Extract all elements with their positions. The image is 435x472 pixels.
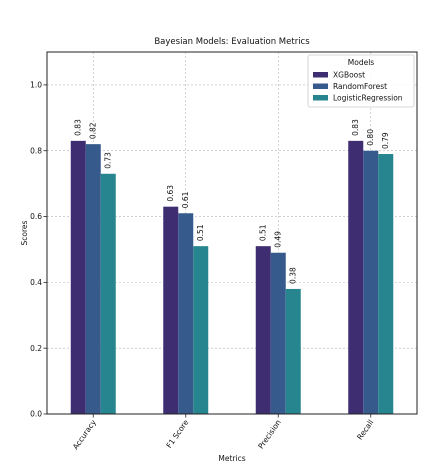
legend-swatch-1 (313, 83, 328, 89)
x-axis-label: Metrics (218, 454, 245, 463)
chart-title: Bayesian Models: Evaluation Metrics (154, 37, 310, 47)
bar-0-0 (70, 140, 86, 414)
bar-0-1 (163, 206, 179, 414)
y-tick-label-5: 1.0 (30, 81, 42, 90)
y-axis-ticks: 0.0 0.2 0.4 0.6 0.8 1.0 (30, 81, 47, 419)
bar-1-1 (178, 213, 194, 414)
bar-1-3 (363, 150, 379, 414)
value-label-2-0: 0.73 (104, 152, 113, 169)
y-tick-label-2: 0.4 (30, 278, 42, 287)
value-label-0-3: 0.83 (351, 119, 360, 136)
y-tick-label-4: 0.8 (30, 146, 42, 155)
value-label-0-1: 0.63 (166, 185, 175, 202)
value-labels: 0.83 0.63 0.51 0.83 0.82 0.61 0.49 0.80 0.73 0.51… (74, 119, 391, 284)
legend-swatch-2 (313, 95, 328, 101)
y-tick-label-1: 0.2 (30, 344, 42, 353)
bar-2-2 (285, 288, 301, 414)
legend: Models XGBoost RandomForest LogisticRegres… (307, 54, 415, 108)
value-label-2-3: 0.79 (381, 132, 390, 149)
legend-box (307, 54, 415, 108)
bar-2-1 (193, 246, 209, 414)
value-label-2-1: 0.51 (196, 224, 205, 241)
legend-label-0: XGBoost (333, 71, 365, 80)
value-label-1-2: 0.49 (274, 231, 283, 248)
y-tick-label-3: 0.6 (30, 212, 42, 221)
bar-1-0 (85, 144, 101, 415)
plot-frame (46, 51, 418, 415)
bar-1-2 (270, 252, 286, 414)
bar-2-3 (378, 154, 394, 414)
value-label-1-3: 0.80 (366, 129, 375, 146)
bar-0-2 (255, 246, 271, 414)
y-axis-label: Scores (20, 220, 29, 245)
value-label-1-0: 0.82 (89, 122, 98, 139)
y-tick-label-0: 0.0 (30, 410, 42, 419)
value-label-1-1: 0.61 (181, 191, 190, 208)
legend-swatch-0 (313, 72, 328, 78)
legend-title: Models (348, 58, 375, 67)
legend-label-1: RandomForest (333, 82, 387, 91)
bar-0-3 (348, 140, 364, 414)
legend-label-2: LogisticRegression (333, 94, 403, 103)
value-label-2-2: 0.38 (289, 267, 298, 284)
value-label-0-2: 0.51 (259, 224, 268, 241)
bars (70, 140, 394, 415)
value-label-0-0: 0.83 (74, 119, 83, 136)
bar-2-0 (100, 173, 116, 414)
